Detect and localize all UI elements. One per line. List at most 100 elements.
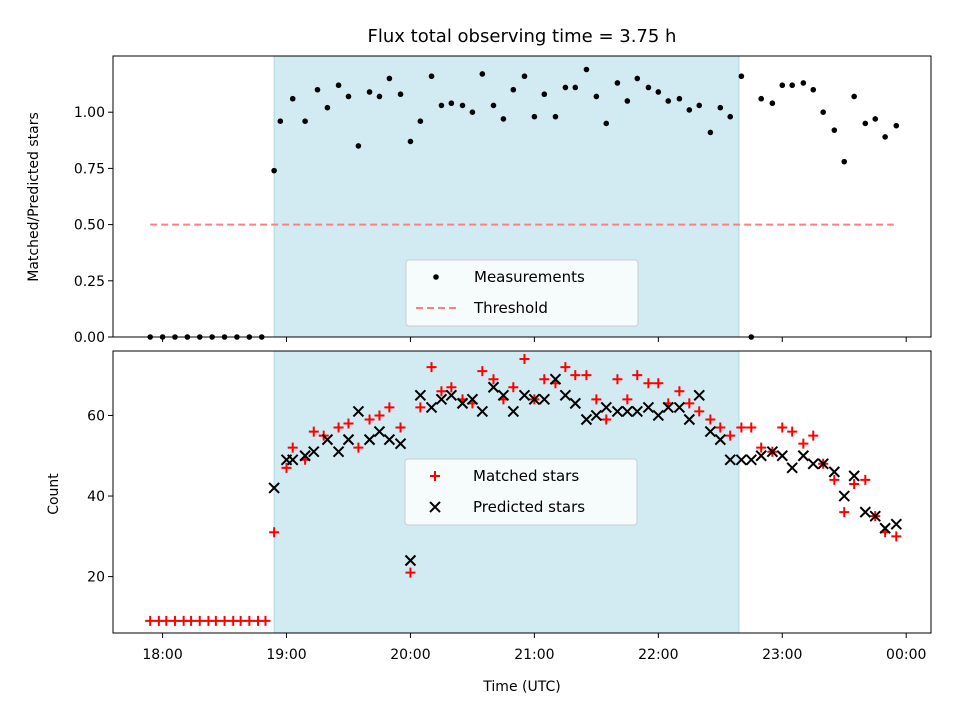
bottom-legend bbox=[404, 458, 638, 526]
matched-star-point bbox=[477, 366, 488, 377]
legend-dot-marker bbox=[433, 274, 439, 280]
x-tick-label: 18:00 bbox=[142, 647, 182, 663]
measurement-point bbox=[397, 91, 404, 98]
matched-star-point bbox=[591, 394, 602, 405]
predicted-star-point bbox=[807, 458, 819, 470]
predicted-star-point bbox=[817, 458, 829, 470]
predicted-star-point bbox=[869, 510, 881, 522]
matched-star-point bbox=[612, 374, 623, 385]
x-tick-label: 23:00 bbox=[762, 647, 802, 663]
bottom-plot: 20 40 60 18:00 19:00 20:00 21:00 22:00 23:00 00:0… bbox=[87, 350, 932, 663]
matched-star-point bbox=[632, 370, 643, 381]
measurement-point bbox=[686, 107, 693, 113]
predicted-star-point bbox=[890, 518, 903, 530]
bottom-y-tick-label: 60 bbox=[87, 408, 105, 424]
measurement-point bbox=[634, 75, 641, 82]
predicted-star-point bbox=[683, 413, 696, 426]
measurement-point bbox=[800, 80, 807, 86]
predicted-star-point bbox=[538, 393, 551, 406]
matched-star-point bbox=[705, 414, 716, 425]
matched-star-point bbox=[145, 615, 156, 626]
matched-star-point bbox=[210, 615, 221, 626]
matched-star-point bbox=[219, 615, 230, 626]
top-y-tick-label: 0.75 bbox=[74, 161, 105, 177]
bottom-y-axis-label: Count bbox=[46, 473, 62, 515]
measurement-point bbox=[335, 82, 342, 89]
predicted-star-point bbox=[352, 405, 365, 418]
predicted-star-point bbox=[673, 401, 686, 414]
matched-star-point bbox=[622, 394, 633, 405]
predicted-star-point bbox=[363, 433, 376, 446]
matched-star-point bbox=[269, 527, 280, 538]
matched-star-point bbox=[829, 474, 840, 485]
measurement-point bbox=[893, 122, 900, 129]
measurement-point bbox=[583, 66, 590, 73]
measurement-point bbox=[717, 104, 724, 111]
measurement-point bbox=[521, 73, 528, 80]
measurement-point bbox=[820, 109, 826, 115]
predicted-star-point bbox=[287, 454, 299, 466]
measurement-point bbox=[324, 104, 331, 111]
matched-star-point bbox=[849, 478, 860, 489]
predicted-star-point bbox=[838, 490, 850, 502]
predicted-star-point bbox=[859, 506, 872, 518]
measurement-point bbox=[645, 84, 652, 91]
measurement-point bbox=[271, 167, 277, 174]
predicted-star-point bbox=[755, 450, 767, 462]
measurement-point bbox=[738, 73, 745, 80]
matched-star-point bbox=[756, 442, 767, 453]
measurement-point bbox=[500, 116, 507, 122]
matched-star-point bbox=[244, 615, 255, 626]
measurement-point bbox=[459, 102, 466, 109]
measurement-point bbox=[872, 116, 879, 122]
matched-star-point bbox=[736, 422, 747, 433]
legend-label: Measurements bbox=[474, 268, 585, 286]
predicted-star-point bbox=[507, 405, 520, 418]
measurement-point bbox=[769, 100, 776, 107]
measurement-point bbox=[376, 93, 383, 100]
predicted-star-point bbox=[559, 389, 572, 402]
measurement-point bbox=[562, 84, 569, 91]
x-tick-label: 22:00 bbox=[638, 647, 678, 663]
predicted-star-point bbox=[848, 470, 860, 482]
measurement-point bbox=[355, 143, 362, 149]
predicted-star-point bbox=[383, 433, 396, 446]
predicted-star-point bbox=[652, 409, 665, 422]
measurement-point bbox=[862, 120, 869, 127]
predicted-star-point bbox=[828, 466, 841, 478]
matched-star-point bbox=[287, 442, 298, 453]
measurement-point bbox=[727, 113, 734, 120]
matched-star-point bbox=[281, 462, 292, 473]
measurement-point bbox=[655, 89, 662, 95]
measurement-point bbox=[345, 93, 352, 100]
matched-star-point bbox=[539, 374, 550, 385]
matched-star-point bbox=[653, 378, 664, 389]
measurement-point bbox=[490, 102, 497, 109]
matched-star-point bbox=[426, 362, 437, 373]
measurement-point bbox=[438, 102, 445, 109]
measurement-point bbox=[448, 100, 455, 107]
predicted-star-point bbox=[299, 450, 311, 462]
matched-star-point bbox=[519, 354, 530, 365]
measurement-point bbox=[665, 98, 672, 104]
chart-title: Flux total observing time = 3.75 h bbox=[368, 26, 677, 47]
matched-star-point bbox=[186, 615, 197, 626]
matched-star-point bbox=[436, 386, 447, 397]
measurement-point bbox=[417, 118, 424, 124]
matched-star-point bbox=[308, 426, 319, 437]
matched-star-point bbox=[808, 430, 819, 441]
predicted-star-point bbox=[714, 433, 727, 446]
predicted-star-point bbox=[373, 425, 386, 438]
measurement-point bbox=[531, 113, 538, 120]
matched-star-point bbox=[581, 370, 592, 381]
legend-label: Predicted stars bbox=[473, 498, 585, 516]
bottom-y-tick-label: 20 bbox=[87, 570, 105, 586]
matched-star-point bbox=[161, 615, 172, 626]
predicted-star-point bbox=[786, 462, 798, 474]
top-plot-frame bbox=[112, 55, 932, 338]
predicted-star-point bbox=[704, 425, 717, 438]
matched-star-point bbox=[446, 382, 457, 393]
measurement-point bbox=[758, 95, 765, 102]
measurement-point bbox=[428, 73, 435, 80]
